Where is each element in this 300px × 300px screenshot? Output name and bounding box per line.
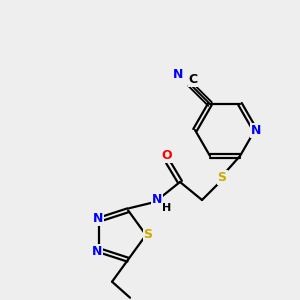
Text: N: N (93, 212, 103, 225)
Text: S: S (143, 229, 152, 242)
Text: N: N (251, 124, 261, 136)
Text: N: N (152, 194, 162, 206)
Text: H: H (162, 203, 172, 213)
Text: N: N (173, 68, 183, 81)
Text: N: N (92, 245, 102, 258)
Text: O: O (162, 149, 172, 163)
Text: C: C (189, 73, 198, 86)
Text: S: S (218, 172, 226, 184)
